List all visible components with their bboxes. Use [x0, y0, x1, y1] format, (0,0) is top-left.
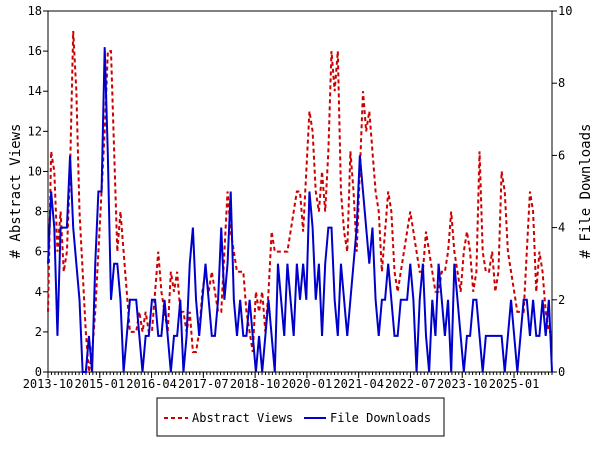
left-axis: 0 2 4 6 8 10 12 14 16 18	[28, 4, 48, 379]
legend: Abstract Views File Downloads	[156, 397, 445, 437]
left-tick-label: 0	[35, 365, 42, 379]
right-tick-label: 10	[558, 4, 572, 18]
left-tick-label: 8	[35, 205, 42, 219]
right-tick-label: 6	[558, 148, 565, 162]
left-tick-label: 14	[28, 84, 42, 98]
left-tick-label: 10	[28, 164, 42, 178]
x-tick-label: 2022-07	[385, 377, 436, 391]
left-tick-label: 4	[35, 285, 42, 299]
x-tick-label: 2013-10	[23, 377, 74, 391]
series-line-file-downloads	[47, 47, 553, 373]
legend-box	[156, 397, 445, 437]
right-axis: 0 2 4 6 8 10	[552, 4, 572, 379]
series-layer	[47, 31, 553, 373]
right-tick-label: 4	[558, 221, 565, 235]
legend-label-file-downloads: File Downloads	[330, 411, 431, 425]
left-tick-label: 6	[35, 245, 42, 259]
x-tick-label: 2016-04	[126, 377, 177, 391]
x-tick-label: 2018-10	[230, 377, 281, 391]
x-axis: 2013-10 2015-01 2016-04 2017-07 2018-10 2020-…	[23, 372, 553, 391]
left-tick-label: 16	[28, 44, 42, 58]
left-tick-label: 2	[35, 325, 42, 339]
left-tick-label: 12	[28, 124, 42, 138]
x-tick-label: 2015-01	[74, 377, 125, 391]
legend-label-abstract-views: Abstract Views	[192, 411, 293, 425]
right-tick-label: 2	[558, 293, 565, 307]
right-axis-title: # File Downloads	[578, 124, 594, 259]
right-tick-label: 8	[558, 76, 565, 90]
plot-area	[47, 10, 553, 373]
left-tick-label: 18	[28, 4, 42, 18]
x-tick-label: 2017-07	[178, 377, 229, 391]
x-tick-label: 2021-04	[333, 377, 384, 391]
plot-frame	[47, 10, 553, 373]
right-tick-label: 0	[558, 365, 565, 379]
series-line-abstract-views	[47, 31, 552, 373]
x-tick-label: 2025-01	[489, 377, 540, 391]
x-tick-label: 2020-01	[282, 377, 333, 391]
left-axis-title: # Abstract Views	[8, 124, 24, 259]
x-tick-label: 2023-10	[437, 377, 488, 391]
